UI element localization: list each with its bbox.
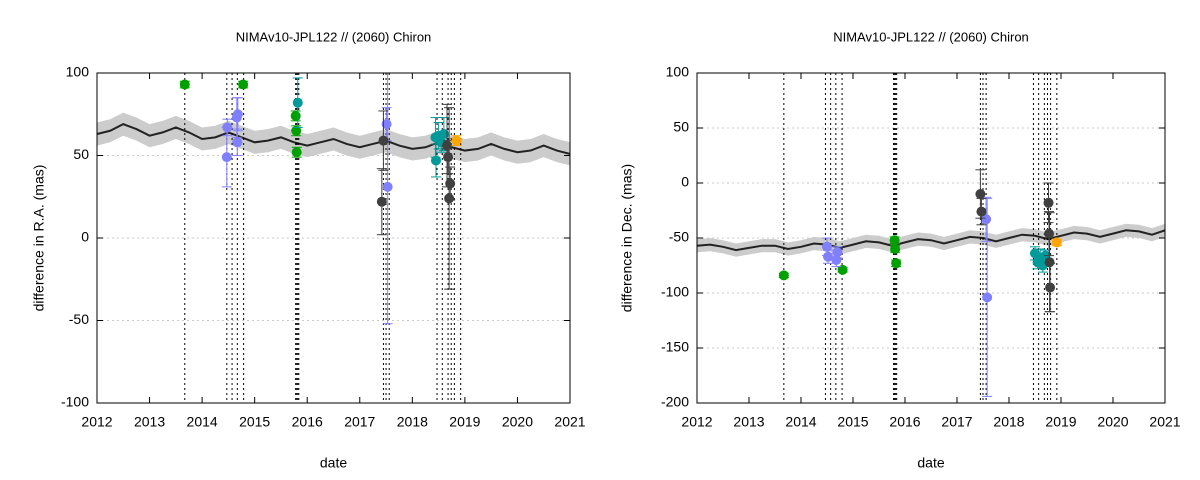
y-tick-label: -100 [661, 284, 689, 300]
x-tick-label: 2016 [889, 414, 920, 430]
y-axis-label: difference in Dec. (mas) [619, 164, 635, 312]
data-point [981, 214, 992, 225]
data-point [976, 206, 987, 217]
x-tick-label: 2019 [449, 414, 480, 430]
data-point [889, 235, 900, 246]
y-tick-label: 0 [81, 229, 89, 245]
data-point [378, 135, 389, 146]
data-point [290, 110, 301, 121]
data-point [982, 292, 993, 303]
x-tick-label: 2020 [502, 414, 533, 430]
x-tick-label: 2019 [1045, 414, 1076, 430]
data-point [291, 147, 302, 158]
plot-area [697, 73, 1165, 403]
x-axis-label: date [917, 455, 944, 471]
x-tick-label: 2014 [187, 414, 218, 430]
data-point [376, 196, 387, 207]
data-point [1044, 228, 1055, 239]
x-tick-label: 2017 [344, 414, 375, 430]
data-point [1051, 237, 1062, 248]
x-tick-label: 2017 [941, 414, 972, 430]
data-point [832, 247, 843, 258]
x-axis-label: date [320, 455, 347, 471]
data-point [451, 135, 462, 146]
data-point [445, 178, 456, 189]
y-tick-label: 50 [673, 119, 689, 135]
data-point [1044, 257, 1055, 268]
x-tick-label: 2015 [837, 414, 868, 430]
data-point [232, 137, 243, 148]
chart-title: NIMAv10-JPL122 // (2060) Chiron [833, 29, 1029, 44]
y-tick-label: 100 [66, 64, 90, 80]
model-line [697, 229, 1165, 252]
x-tick-label: 2012 [81, 414, 112, 430]
y-tick-label: -50 [69, 311, 89, 327]
panel: -200 -150 -100 -50 0 50 100 2012 2013 2014 2015 201… [619, 29, 1181, 470]
y-tick-label: 50 [73, 146, 89, 162]
chart-title: NIMAv10-JPL122 // (2060) Chiron [236, 29, 432, 44]
data-point [430, 155, 441, 166]
x-tick-label: 2012 [681, 414, 712, 430]
x-tick-label: 2013 [134, 414, 165, 430]
y-tick-label: 100 [666, 64, 690, 80]
y-tick-label: -200 [661, 394, 689, 410]
data-point [291, 125, 302, 136]
model-line [97, 123, 570, 155]
data-point [890, 244, 901, 254]
data-point [238, 79, 249, 90]
x-tick-label: 2016 [292, 414, 323, 430]
y-tick-label: 0 [681, 174, 689, 190]
x-tick-label: 2021 [1149, 414, 1180, 430]
y-tick-label: -150 [661, 339, 689, 355]
y-tick-label: -100 [61, 394, 89, 410]
x-tick-label: 2014 [785, 414, 816, 430]
y-axis-label: difference in R.A. (mas) [31, 165, 47, 312]
x-tick-label: 2018 [397, 414, 428, 430]
data-point [179, 79, 190, 90]
data-point [292, 97, 303, 108]
x-tick-label: 2021 [554, 414, 585, 430]
data-point [381, 119, 392, 130]
plot-area [97, 73, 570, 403]
data-point [382, 181, 393, 192]
x-tick-label: 2020 [1097, 414, 1128, 430]
data-point [975, 189, 986, 199]
data-point [444, 193, 455, 204]
x-tick-label: 2018 [993, 414, 1024, 430]
data-point [778, 270, 789, 281]
data-point [837, 264, 848, 275]
data-point [438, 129, 449, 140]
panel: -100 -50 0 50 100 2012 2013 2014 2015 2016 2017 201… [31, 29, 586, 470]
data-point [232, 109, 243, 120]
data-point [1043, 197, 1054, 208]
data-point [1045, 282, 1056, 293]
y-tick-label: -50 [669, 229, 689, 245]
x-tick-label: 2015 [239, 414, 270, 430]
data-point [822, 241, 832, 252]
x-tick-label: 2013 [733, 414, 764, 430]
data-point [891, 258, 902, 269]
data-point [443, 152, 454, 163]
data-point [823, 251, 834, 262]
data-point [442, 140, 453, 151]
data-point [222, 122, 233, 133]
data-point [221, 152, 232, 163]
